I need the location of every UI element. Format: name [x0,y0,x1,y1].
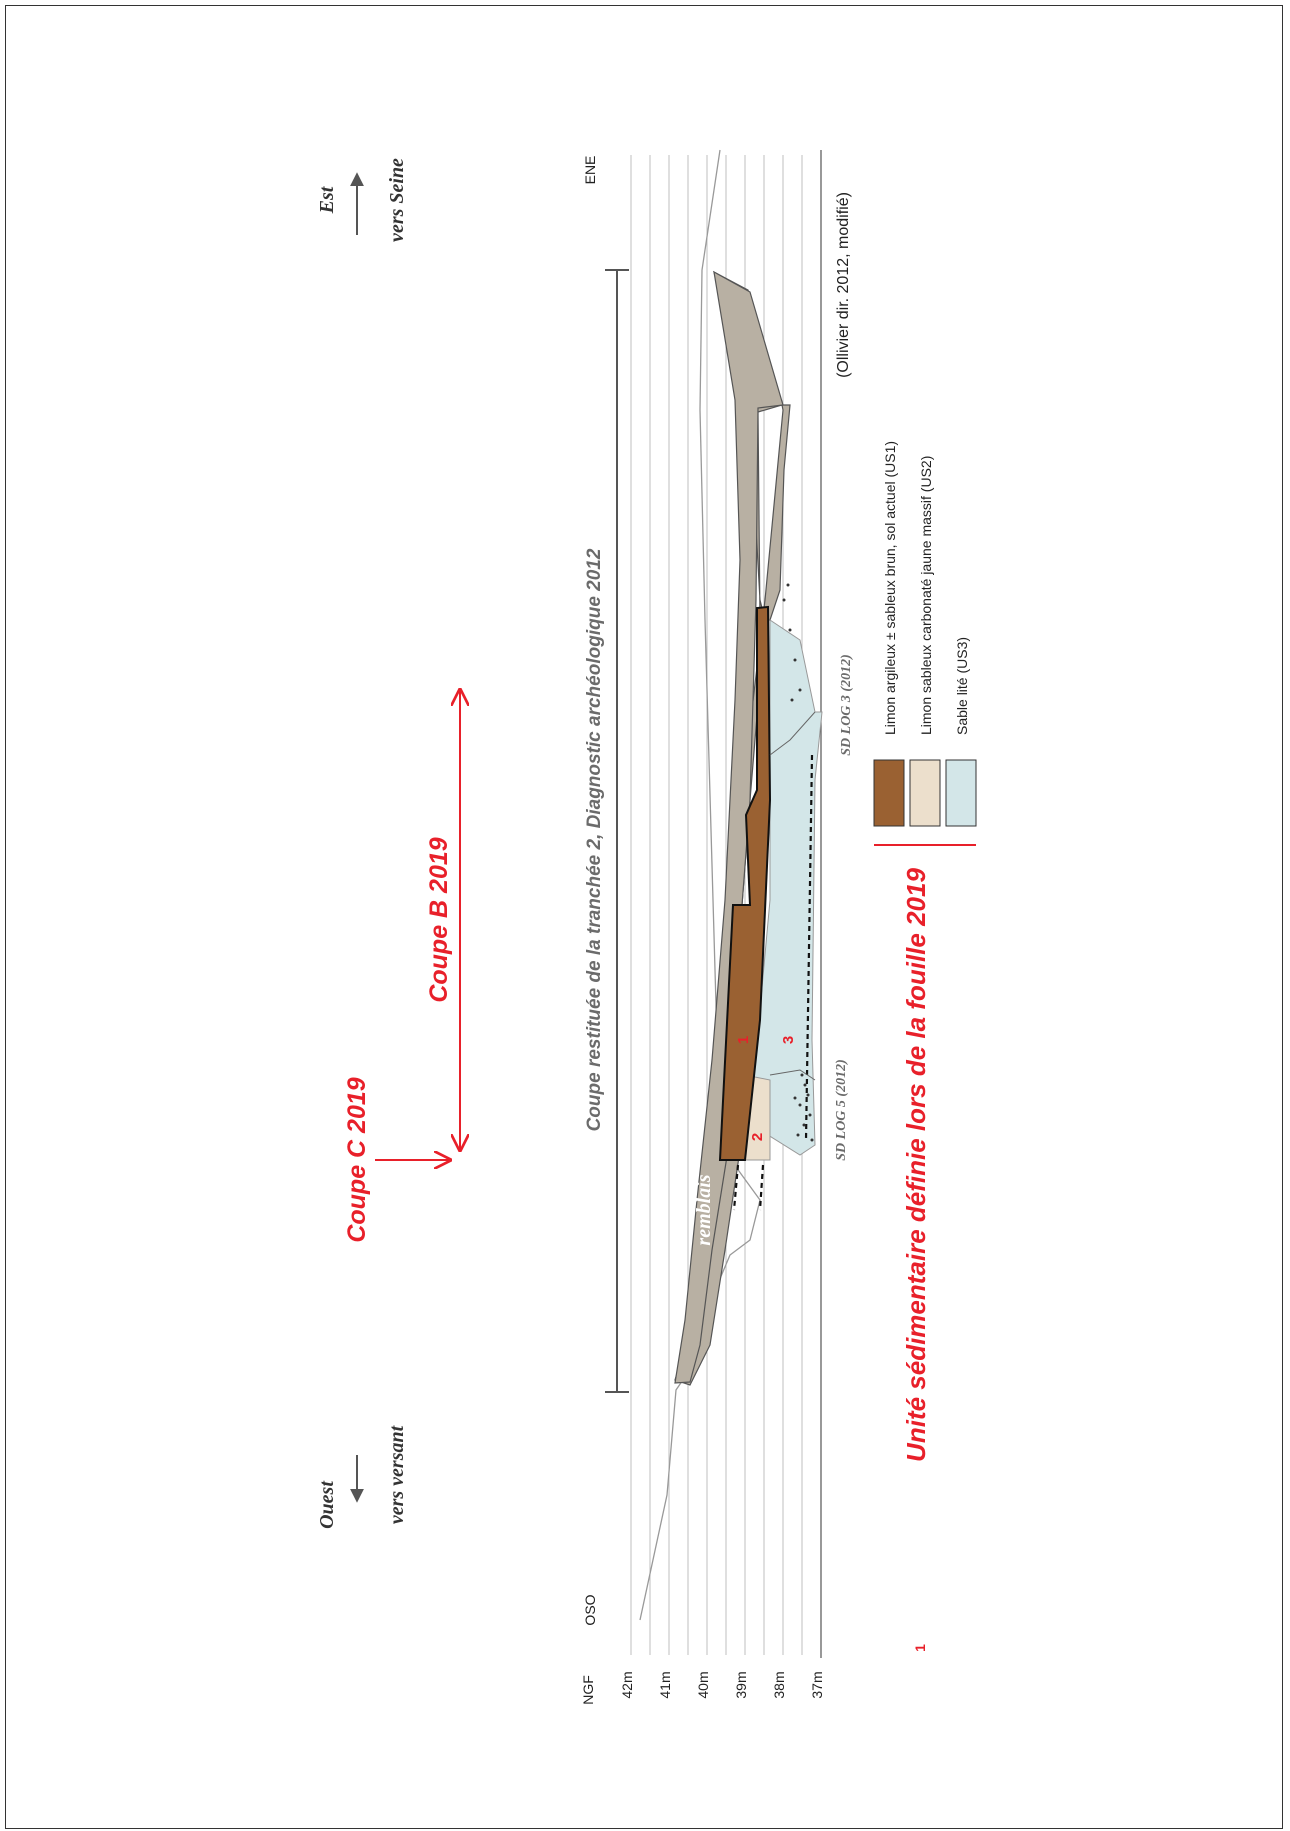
scatter-readings [782,583,814,1142]
tick-label: 39m [733,1671,749,1698]
west-label: Ouest [316,1480,338,1529]
sd-log3-label: SD LOG 3 (2012) [839,654,854,756]
coupe-b-label: Coupe B 2019 [425,837,453,1002]
axis-label-ngf: NGF [580,1675,596,1705]
tick-label: 42m [619,1671,635,1698]
east-label: Est [316,185,338,214]
figure-source: (Ollivier dir. 2012, modifié) [835,192,852,378]
legend-text-us3: Sable lité (US3) [954,637,970,735]
dashed-interpolations [732,754,814,1211]
tick-label: 38m [771,1671,787,1698]
tick-label: 40m [695,1671,711,1698]
coupe-b-marker: Coupe B 2019 [425,690,460,1150]
section-extent-bar [605,269,629,1393]
west-orientation: Ouest vers versant [316,1424,408,1528]
unit-label-2: 2 [749,1133,766,1141]
unit-caption-number: 1 [912,1644,928,1652]
sd-log-lines [769,711,816,1081]
remblais-label: remblais [693,1174,715,1245]
east-sublabel: vers Seine [386,158,408,242]
tick-label: 41m [657,1671,673,1698]
legend-swatch-us3 [945,759,977,827]
figure-title: Coupe restituée de la tranchée 2, Diagno… [584,548,605,1131]
label-ene: ENE [582,156,598,185]
west-sublabel: vers versant [386,1424,408,1524]
coupe-c-label: Coupe C 2019 [343,1077,371,1242]
unit-label-1: 1 [735,1036,752,1044]
tick-label: 37m [809,1671,825,1698]
elevation-axis: NGF 42m 41m 40m 39m 38m 37m OSO ENE [580,156,825,1705]
layer-us1 [718,605,772,1161]
page-frame [5,5,1283,1829]
unit-caption-text: Unité sédimentaire définie lors de la fo… [901,868,931,1462]
legend: Limon argileux ± sableux brun, sol actue… [873,441,977,846]
legend-swatch-us1 [873,759,905,827]
unit-caption: 1 Unité sédimentaire définie lors de la … [901,868,931,1652]
legend-swatch-us2 [909,759,941,827]
unit-number-labels: 1 2 3 [735,1036,797,1141]
coupe-c-marker: Coupe C 2019 [343,1077,450,1243]
unit-label-3: 3 [780,1036,797,1044]
label-oso: OSO [582,1594,598,1625]
legend-text-us1: Limon argileux ± sableux brun, sol actue… [882,441,898,735]
sd-log5-label: SD LOG 5 (2012) [834,1059,849,1161]
east-orientation: Est vers Seine [316,158,408,242]
legend-text-us2: Limon sableux carbonaté jaune massif (US… [918,456,934,735]
ground-profile [639,149,761,1621]
layer-remblais-body [674,270,784,1384]
